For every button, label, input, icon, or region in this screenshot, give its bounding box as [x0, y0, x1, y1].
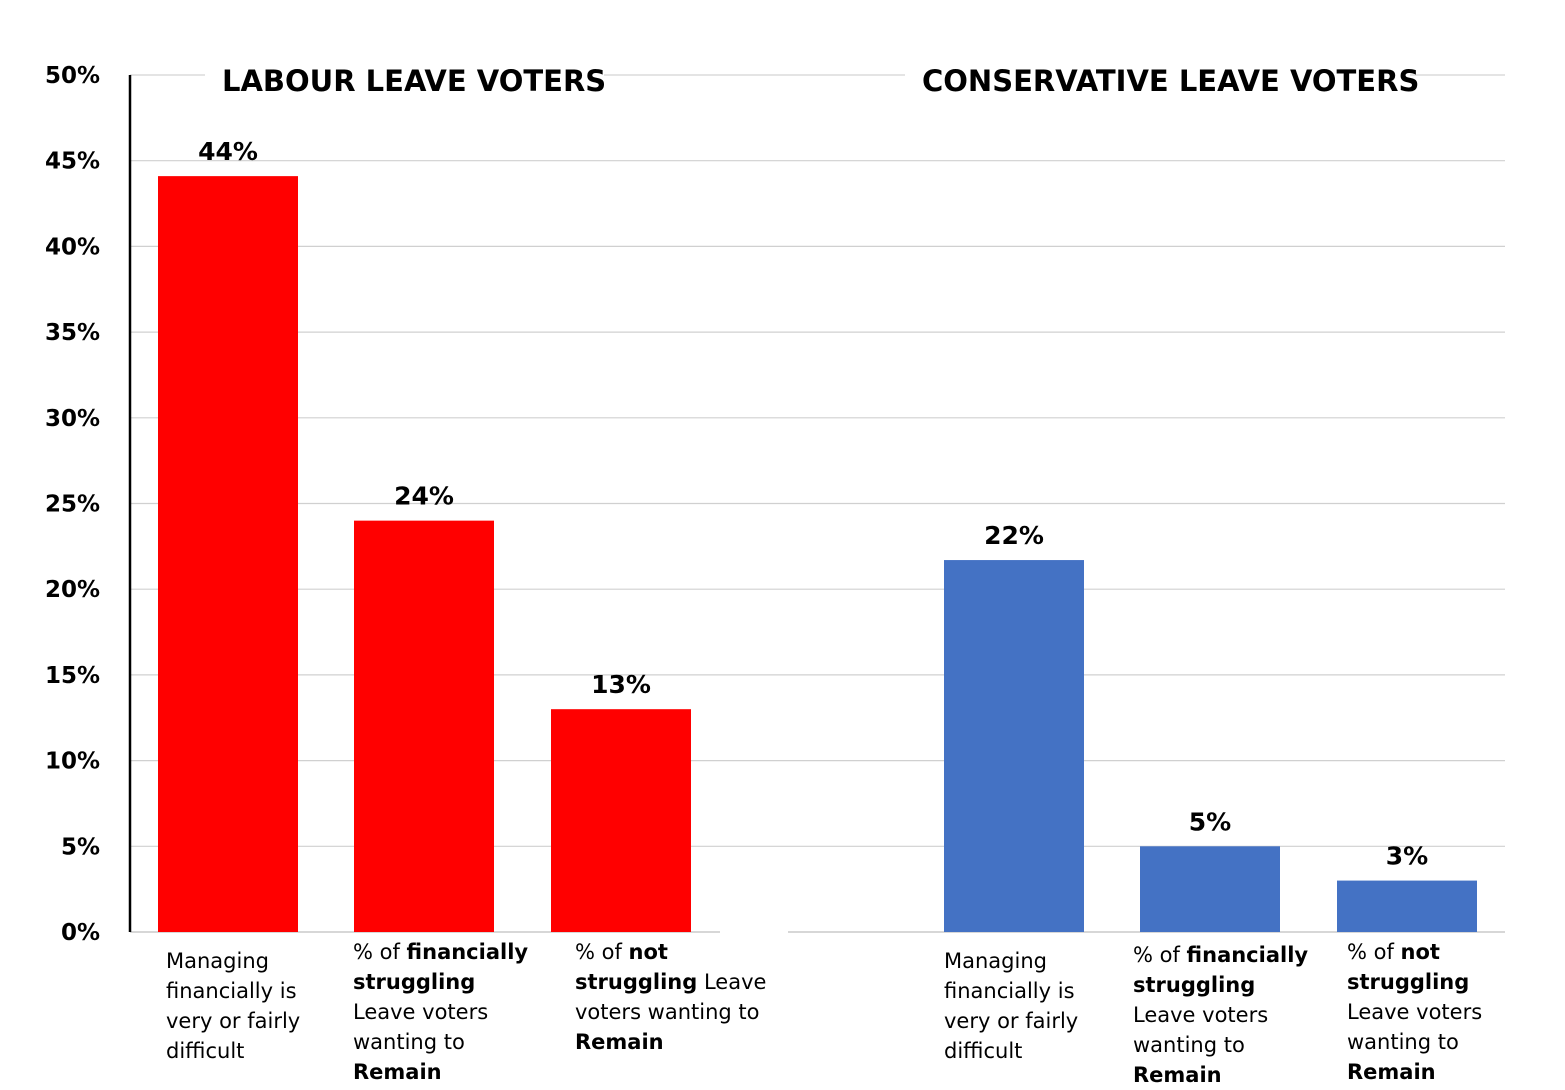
category-label-bold-part: not struggling — [1347, 940, 1470, 994]
category-label-part: Leave voters wanting to — [1347, 1000, 1483, 1054]
category-label-bold-part: not struggling — [575, 940, 698, 994]
category-label-part: % of — [353, 940, 407, 964]
y-tick-label: 30% — [45, 406, 100, 432]
x-category-label: Managing financially is very or fairly d… — [166, 946, 346, 1066]
category-label-part: % of — [1133, 943, 1187, 967]
y-tick-label: 40% — [45, 234, 100, 260]
bar — [944, 560, 1084, 932]
category-label-part: % of — [575, 940, 629, 964]
category-label-part: % of — [1347, 940, 1401, 964]
bar-value-label: 24% — [394, 482, 454, 511]
category-label-part: Leave voters wanting to — [575, 970, 767, 1024]
group-title: CONSERVATIVE LEAVE VOTERS — [922, 64, 1419, 98]
bar-value-label: 13% — [591, 670, 651, 699]
category-label-bold-part: financially struggling — [1133, 943, 1309, 997]
y-tick-label: 10% — [45, 749, 100, 775]
bar — [551, 709, 691, 932]
y-tick-label: 45% — [45, 149, 100, 175]
bar-value-label: 3% — [1386, 842, 1428, 871]
category-label-part: Leave voters wanting to — [1133, 1003, 1269, 1057]
category-label-bold-part: Remain — [353, 1060, 442, 1084]
y-tick-label: 35% — [45, 320, 100, 346]
y-tick-label: 15% — [45, 663, 100, 689]
y-tick-label: 20% — [45, 577, 100, 603]
x-category-label: % of financially struggling Leave voters… — [353, 937, 543, 1087]
bar — [354, 520, 494, 932]
x-category-label: % of not struggling Leave voters wanting… — [575, 937, 780, 1057]
group-title: LABOUR LEAVE VOTERS — [222, 64, 606, 98]
category-label-part: Leave voters wanting to — [353, 1000, 489, 1054]
category-label-bold-part: financially struggling — [353, 940, 529, 994]
y-tick-label: 0% — [61, 920, 100, 946]
y-tick-label: 25% — [45, 492, 100, 518]
bar-value-label: 5% — [1189, 807, 1231, 836]
y-tick-label: 50% — [45, 63, 100, 89]
category-label-part: Managing financially is very or fairly d… — [944, 949, 1079, 1063]
x-category-label: % of not struggling Leave voters wanting… — [1347, 937, 1537, 1087]
y-tick-label: 5% — [61, 834, 100, 860]
category-label-part: Managing financially is very or fairly d… — [166, 949, 301, 1063]
bar-value-label: 44% — [198, 137, 258, 166]
bar — [1337, 880, 1477, 932]
bar — [1140, 846, 1280, 932]
category-label-bold-part: Remain — [1133, 1063, 1222, 1087]
x-category-label: % of financially struggling Leave voters… — [1133, 940, 1323, 1090]
bar-value-label: 22% — [984, 521, 1044, 550]
category-label-bold-part: Remain — [575, 1030, 664, 1054]
bar — [158, 176, 298, 933]
x-category-label: Managing financially is very or fairly d… — [944, 946, 1124, 1066]
category-label-bold-part: Remain — [1347, 1060, 1436, 1084]
